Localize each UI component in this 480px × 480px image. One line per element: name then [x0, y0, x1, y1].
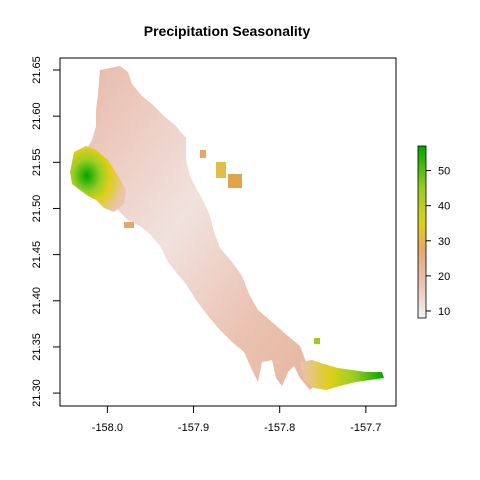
- y-axis: 21.30 21.35 21.40 21.45 21.50 21.55 21.60 21.65: [31, 56, 60, 407]
- y-tick-label: 21.55: [31, 149, 43, 177]
- y-tick-label: 21.40: [31, 287, 43, 315]
- plot-frame: [59, 57, 397, 407]
- x-tick-label: -157.8: [264, 422, 295, 434]
- y-tick-label: 21.50: [31, 195, 43, 223]
- y-tick-label: 21.45: [31, 241, 43, 269]
- y-tick-label: 21.65: [31, 56, 43, 84]
- legend-gradient-bar: [417, 145, 427, 319]
- islet-patch: [228, 174, 242, 188]
- y-tick-label: 21.60: [31, 102, 43, 130]
- legend-tick-label: 40: [438, 201, 450, 213]
- legend-colorbar: 10 20 30 40 50: [417, 145, 450, 319]
- x-tick-label: -158.0: [92, 422, 123, 434]
- x-tick-label: -157.9: [178, 422, 209, 434]
- raster-layer: [70, 66, 384, 390]
- west-coast-region: [70, 146, 126, 212]
- y-tick-label: 21.30: [31, 379, 43, 407]
- legend-tick-label: 50: [438, 166, 450, 178]
- islet-patch: [216, 162, 226, 178]
- legend-tick-label: 20: [438, 271, 450, 283]
- legend-tick-label: 30: [438, 236, 450, 248]
- x-axis: -158.0 -157.9 -157.8 -157.7: [92, 406, 381, 434]
- island-main-region: [80, 66, 318, 390]
- y-tick-label: 21.35: [31, 333, 43, 361]
- x-tick-label: -157.7: [350, 422, 381, 434]
- islet-patch: [200, 150, 206, 158]
- legend-ticks: 10 20 30 40 50: [426, 166, 450, 318]
- islet-patch: [314, 338, 320, 344]
- islet-patch: [124, 222, 134, 228]
- southeast-tip-region: [300, 360, 384, 390]
- legend-tick-label: 10: [438, 306, 450, 318]
- chart-title: Precipitation Seasonality: [144, 23, 311, 39]
